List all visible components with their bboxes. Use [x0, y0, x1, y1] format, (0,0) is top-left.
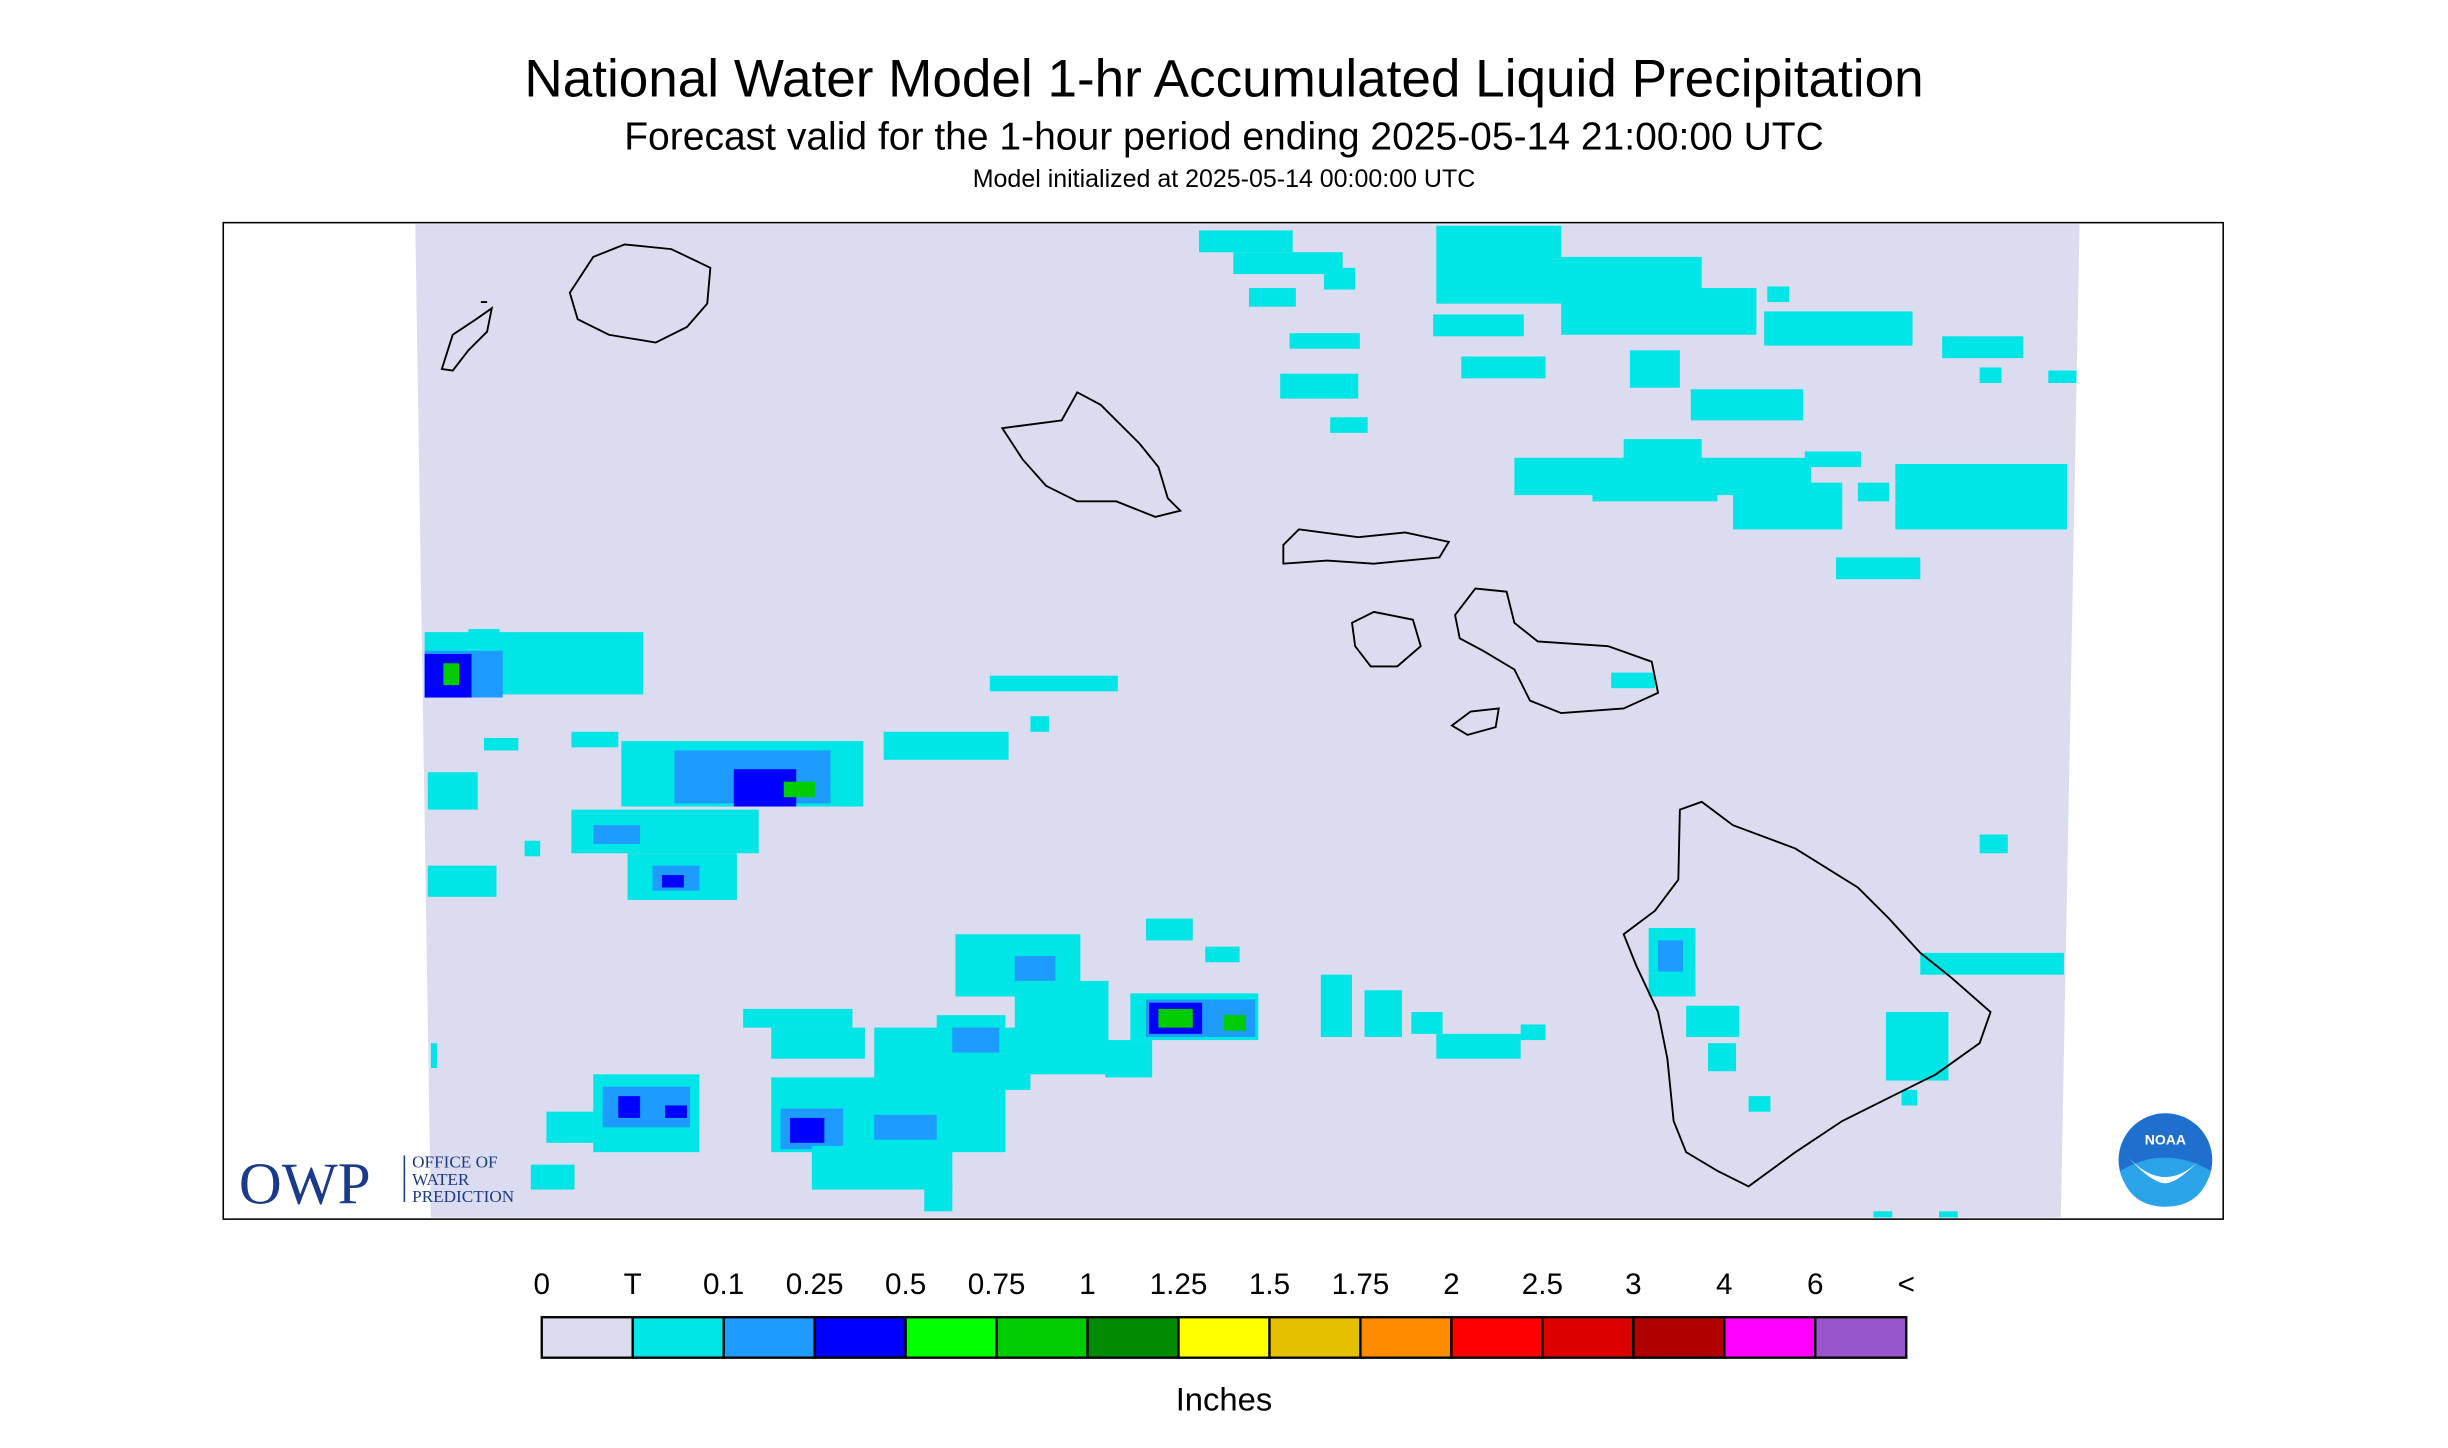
legend-swatch: [1177, 1316, 1271, 1359]
owp-name: PREDICTION: [412, 1187, 514, 1206]
legend-label: 0.25: [786, 1268, 844, 1301]
legend-swatch: [813, 1316, 907, 1359]
legend-swatch: [540, 1316, 634, 1359]
legend-label: <: [1898, 1268, 1915, 1301]
legend-label: 0.75: [968, 1268, 1026, 1301]
coastlines: [440, 243, 1992, 1188]
legend-label: 0.1: [703, 1268, 744, 1301]
legend: 0 T 0.1 0.25 0.5 0.75 1 1.25 1.5 1.75 2 2.5 3 4 6 <: [533, 1268, 1915, 1359]
legend-label: 1.5: [1249, 1268, 1290, 1301]
legend-swatch: [1814, 1316, 1908, 1359]
legend-label: 1.25: [1150, 1268, 1208, 1301]
legend-swatch: [1723, 1316, 1817, 1359]
owp-mark: OWP: [239, 1151, 371, 1217]
legend-swatch: [1268, 1316, 1362, 1359]
legend-swatch: [1086, 1316, 1180, 1359]
legend-swatch: [631, 1316, 725, 1359]
owp-name: OFFICE OF: [412, 1153, 497, 1172]
owp-name: WATER: [412, 1170, 470, 1189]
title: National Water Model 1-hr Accumulated Li…: [524, 50, 1923, 109]
init-time: Model initialized at 2025-05-14 00:00:00…: [973, 165, 1476, 193]
legend-label: 2.5: [1522, 1268, 1563, 1301]
legend-swatch: [1450, 1316, 1544, 1359]
legend-swatch: [1541, 1316, 1635, 1359]
legend-label: 6: [1807, 1268, 1823, 1301]
legend-swatch: [1359, 1316, 1453, 1359]
legend-label: 0: [533, 1268, 549, 1301]
legend-swatch: [995, 1316, 1089, 1359]
legend-label: 2: [1443, 1268, 1459, 1301]
noaa-logo: NOAA: [2118, 1113, 2213, 1207]
legend-label: T: [624, 1268, 642, 1301]
legend-label: 4: [1716, 1268, 1732, 1301]
legend-label: 1.75: [1332, 1268, 1390, 1301]
owp-logo: OWP OFFICE OF WATER PREDICTION: [239, 1151, 514, 1217]
legend-label: 3: [1625, 1268, 1641, 1301]
map: OWP OFFICE OF WATER PREDICTION NOAA: [222, 221, 2224, 1220]
precipitation: [424, 225, 2077, 1218]
noaa-text: NOAA: [2145, 1131, 2186, 1147]
legend-swatch: [722, 1316, 816, 1359]
legend-label: 0.5: [885, 1268, 926, 1301]
legend-swatch: [904, 1316, 998, 1359]
subtitle: Forecast valid for the 1-hour period end…: [624, 116, 1824, 159]
legend-unit: Inches: [1176, 1381, 1273, 1418]
legend-swatch: [1632, 1316, 1726, 1359]
legend-label: 1: [1079, 1268, 1095, 1301]
